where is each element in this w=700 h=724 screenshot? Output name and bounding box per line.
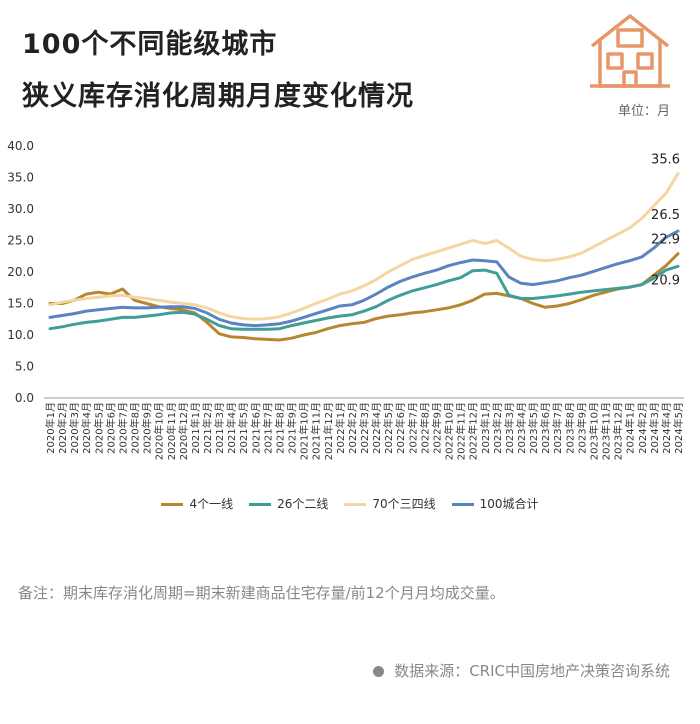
x-tick-label: 2020年12月 (177, 402, 190, 460)
x-tick-label: 2020年9月 (141, 402, 154, 454)
legend-swatch (161, 503, 184, 506)
x-tick-label: 2023年7月 (551, 402, 564, 454)
series-line-2 (48, 264, 680, 331)
x-tick-label: 2024年1月 (624, 402, 637, 454)
x-tick-label: 2022年7月 (406, 402, 419, 454)
x-tick-label: 2023年6月 (539, 402, 552, 454)
x-tick-label: 2021年9月 (286, 402, 299, 454)
x-tick-label: 2020年4月 (80, 402, 93, 454)
x-tick-label: 2022年2月 (346, 402, 359, 454)
x-tick-label: 2022年3月 (358, 402, 371, 454)
x-tick-label: 2020年7月 (116, 402, 129, 454)
data-label: 22.9 (651, 233, 680, 248)
x-tick-label: 2022年4月 (370, 402, 383, 454)
x-tick-label: 2022年6月 (394, 402, 407, 454)
x-tick-label: 2022年5月 (382, 402, 395, 454)
x-tick-label: 2023年12月 (612, 402, 625, 460)
data-label: 35.6 (651, 153, 680, 168)
x-tick-label: 2021年6月 (249, 402, 262, 454)
x-tick-label: 2021年10月 (298, 402, 311, 460)
legend-item: 26个二线 (249, 495, 328, 512)
x-tick-label: 2023年5月 (527, 402, 540, 454)
y-tick-label: 0.0 (15, 391, 34, 405)
data-label: 26.5 (651, 208, 680, 223)
chart-legend: 4个一线 26个二线 70个三四线 100城合计 (0, 495, 700, 512)
x-tick-label: 2022年11月 (455, 402, 468, 460)
y-tick-label: 5.0 (15, 360, 34, 374)
x-tick-label: 2022年1月 (334, 402, 347, 454)
x-tick-label: 2022年9月 (430, 402, 443, 454)
x-tick-label: 2021年3月 (213, 402, 226, 454)
x-tick-label: 2024年3月 (648, 402, 661, 454)
x-tick-label: 2021年8月 (273, 402, 286, 454)
x-tick-label: 2023年11月 (600, 402, 613, 460)
legend-label: 100城合计 (479, 497, 539, 511)
legend-label: 26个二线 (277, 497, 329, 511)
legend-swatch (451, 503, 474, 506)
legend-label: 4个一线 (189, 497, 234, 511)
x-tick-label: 2021年1月 (189, 402, 202, 454)
series-line-3 (48, 172, 680, 321)
x-tick-label: 2020年8月 (129, 402, 142, 454)
y-tick-label: 40.0 (7, 139, 34, 153)
series-line-1 (48, 252, 680, 342)
page-title: 100个不同能级城市 (22, 29, 278, 60)
data-source-text: 数据来源：CRIC中国房地产决策咨询系统 (394, 662, 670, 680)
x-tick-label: 2020年6月 (104, 402, 117, 454)
x-tick-label: 2020年1月 (44, 402, 57, 454)
bullet-icon (373, 666, 385, 677)
x-tick-label: 2023年2月 (491, 402, 504, 454)
legend-item: 4个一线 (161, 495, 233, 512)
x-tick-label: 2023年10月 (587, 402, 600, 460)
data-source: 数据来源：CRIC中国房地产决策咨询系统 (373, 660, 670, 681)
footnote: 备注：期末库存消化周期=期末新建商品住宅存量/前12个月月均成交量。 (18, 584, 505, 602)
y-tick-label: 30.0 (7, 202, 34, 216)
legend-item: 70个三四线 (344, 495, 436, 512)
x-tick-label: 2023年8月 (563, 402, 576, 454)
series-line-4 (48, 229, 680, 328)
legend-item: 100城合计 (451, 495, 539, 512)
legend-swatch (249, 503, 272, 506)
x-tick-label: 2022年10月 (443, 402, 456, 460)
house-icon (590, 14, 670, 88)
x-tick-label: 2021年2月 (201, 402, 214, 454)
x-tick-label: 2024年5月 (672, 402, 685, 454)
line-chart: 0.0 5.0 10.0 15.0 20.0 25.0 30.0 35.0 40.0 2020年1… (7, 139, 685, 460)
y-tick-label: 20.0 (7, 265, 34, 279)
x-tick-label: 2020年3月 (68, 402, 81, 454)
y-tick-label: 35.0 (7, 171, 34, 185)
legend-label: 70个三四线 (372, 497, 436, 511)
x-tick-label: 2024年2月 (636, 402, 649, 454)
x-tick-label: 2022年12月 (467, 402, 480, 460)
x-tick-label: 2023年3月 (503, 402, 516, 454)
y-tick-label: 25.0 (7, 234, 34, 248)
legend-swatch (344, 503, 367, 506)
x-tick-label: 2021年11月 (310, 402, 323, 460)
x-tick-label: 2020年10月 (153, 402, 166, 460)
x-tick-label: 2022年8月 (418, 402, 431, 454)
x-tick-label: 2021年4月 (225, 402, 238, 454)
x-tick-label: 2024年4月 (660, 402, 673, 454)
data-label: 20.9 (651, 273, 680, 288)
page-subtitle: 狭义库存消化周期月度变化情况 (22, 81, 414, 112)
x-tick-label: 2023年4月 (515, 402, 528, 454)
x-tick-label: 2021年5月 (237, 402, 250, 454)
x-tick-label: 2023年1月 (479, 402, 492, 454)
y-tick-label: 15.0 (7, 297, 34, 311)
y-tick-label: 10.0 (7, 328, 34, 342)
x-tick-label: 2020年5月 (92, 402, 105, 454)
x-tick-label: 2021年12月 (322, 402, 335, 460)
x-tick-label: 2023年9月 (575, 402, 588, 454)
unit-label: 单位：月 (617, 104, 670, 119)
x-tick-label: 2020年2月 (56, 402, 69, 454)
x-tick-label: 2020年11月 (165, 402, 178, 460)
x-tick-label: 2021年7月 (261, 402, 274, 454)
